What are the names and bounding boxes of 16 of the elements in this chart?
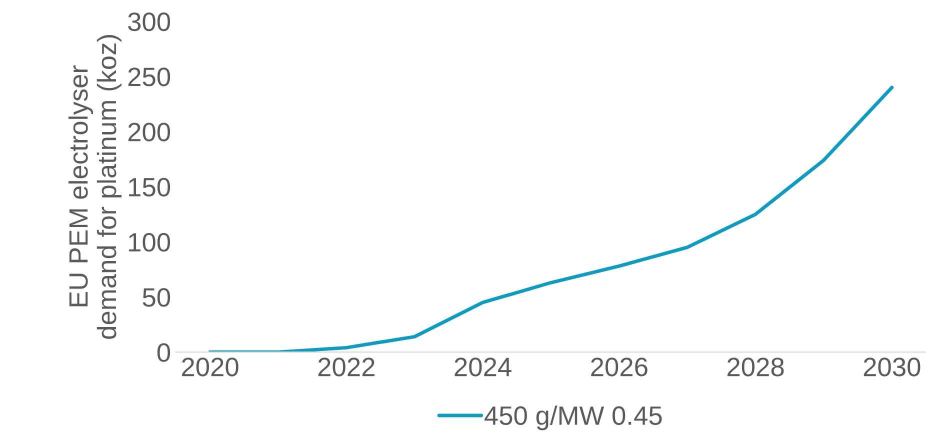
y-tick-label: 100 — [129, 232, 170, 252]
x-tick-label: 2026 — [591, 358, 648, 376]
x-tick-label: 2030 — [864, 358, 920, 376]
y-axis-title: EU PEM electrolyser demand for platinum (koz) — [68, 35, 122, 339]
y-tick-label: 200 — [128, 122, 170, 142]
x-tick-label: 2024 — [454, 358, 512, 376]
y-tick-label: 250 — [128, 68, 170, 86]
x-tick-label: 2022 — [318, 358, 374, 376]
y-tick-label: 150 — [129, 178, 170, 197]
y-tick-label: 0 — [157, 343, 170, 362]
y-tick-label: 300 — [128, 12, 170, 32]
legend-label: 450 g/MW 0.45 — [484, 406, 662, 430]
x-tick-label: 2020 — [182, 358, 238, 376]
x-tick-label: 2028 — [728, 358, 784, 376]
y-tick-label: 50 — [142, 288, 170, 307]
line-series — [208, 86, 894, 352]
